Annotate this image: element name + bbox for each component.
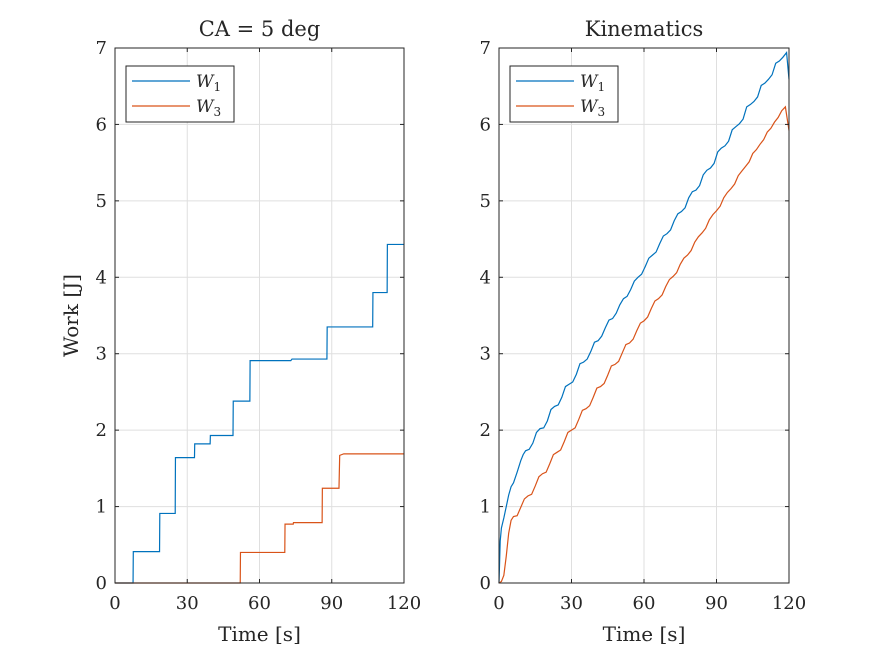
- legend-label-main: W: [196, 97, 215, 117]
- x-tick-label: 90: [705, 593, 728, 614]
- chart-title: CA = 5 deg: [199, 17, 321, 41]
- series-line-w3: [115, 453, 404, 584]
- series-line-w1: [115, 243, 404, 584]
- legend-label-w3: W3: [196, 97, 221, 119]
- x-tick-label: 120: [387, 593, 421, 614]
- x-tick-label: 120: [772, 593, 806, 614]
- y-tick-label: 1: [480, 497, 491, 518]
- x-tick-label: 60: [633, 593, 656, 614]
- legend-label-main: W: [580, 72, 599, 92]
- legend-label-main: W: [196, 72, 215, 92]
- x-tick-label: 0: [493, 593, 504, 614]
- y-tick-label: 3: [480, 344, 491, 365]
- grid: [114, 47, 405, 584]
- y-tick-label: 0: [480, 573, 491, 594]
- y-tick-label: 6: [96, 114, 107, 135]
- legend-label-w1: W1: [196, 72, 221, 94]
- y-tick-label: 1: [96, 497, 107, 518]
- y-tick-label: 0: [96, 573, 107, 594]
- y-tick-label: 2: [96, 420, 107, 441]
- y-tick-label: 4: [96, 267, 107, 288]
- x-tick-label: 30: [560, 593, 583, 614]
- y-tick-label: 6: [480, 114, 491, 135]
- x-tick-label: 0: [109, 593, 120, 614]
- legend-label-sub: 1: [597, 80, 605, 94]
- x-tick-label: 90: [320, 593, 343, 614]
- series-line-w3: [498, 105, 790, 584]
- y-tick-label: 4: [480, 267, 491, 288]
- grid: [498, 47, 790, 584]
- legend-label-main: W: [580, 97, 599, 117]
- x-axis-label: Time [s]: [218, 622, 301, 646]
- y-tick-label: 2: [480, 420, 491, 441]
- legend-box: [509, 65, 619, 123]
- legend-label-sub: 3: [597, 105, 605, 119]
- x-axis-label: Time [s]: [603, 622, 686, 646]
- y-tick-label: 7: [96, 38, 107, 59]
- legend-label-w1: W1: [580, 72, 605, 94]
- y-tick-label: 5: [480, 191, 491, 212]
- legend-label-sub: 1: [213, 80, 221, 94]
- y-axis-label: Work [J]: [59, 274, 83, 357]
- legend-label-w3: W3: [580, 97, 605, 119]
- y-tick-label: 5: [96, 191, 107, 212]
- legend-label-sub: 3: [213, 105, 221, 119]
- y-tick-label: 7: [480, 38, 491, 59]
- chart-title: Kinematics: [585, 17, 703, 41]
- x-tick-label: 30: [176, 593, 199, 614]
- legend-box: [125, 65, 235, 123]
- x-tick-label: 60: [248, 593, 271, 614]
- subplot-left: 0 30 60 90 120 0 1 2 3 4 5 6 7 CA = 5 deg Time [s] Work…: [59, 17, 421, 646]
- y-tick-label: 3: [96, 344, 107, 365]
- series-line-w1: [498, 51, 790, 584]
